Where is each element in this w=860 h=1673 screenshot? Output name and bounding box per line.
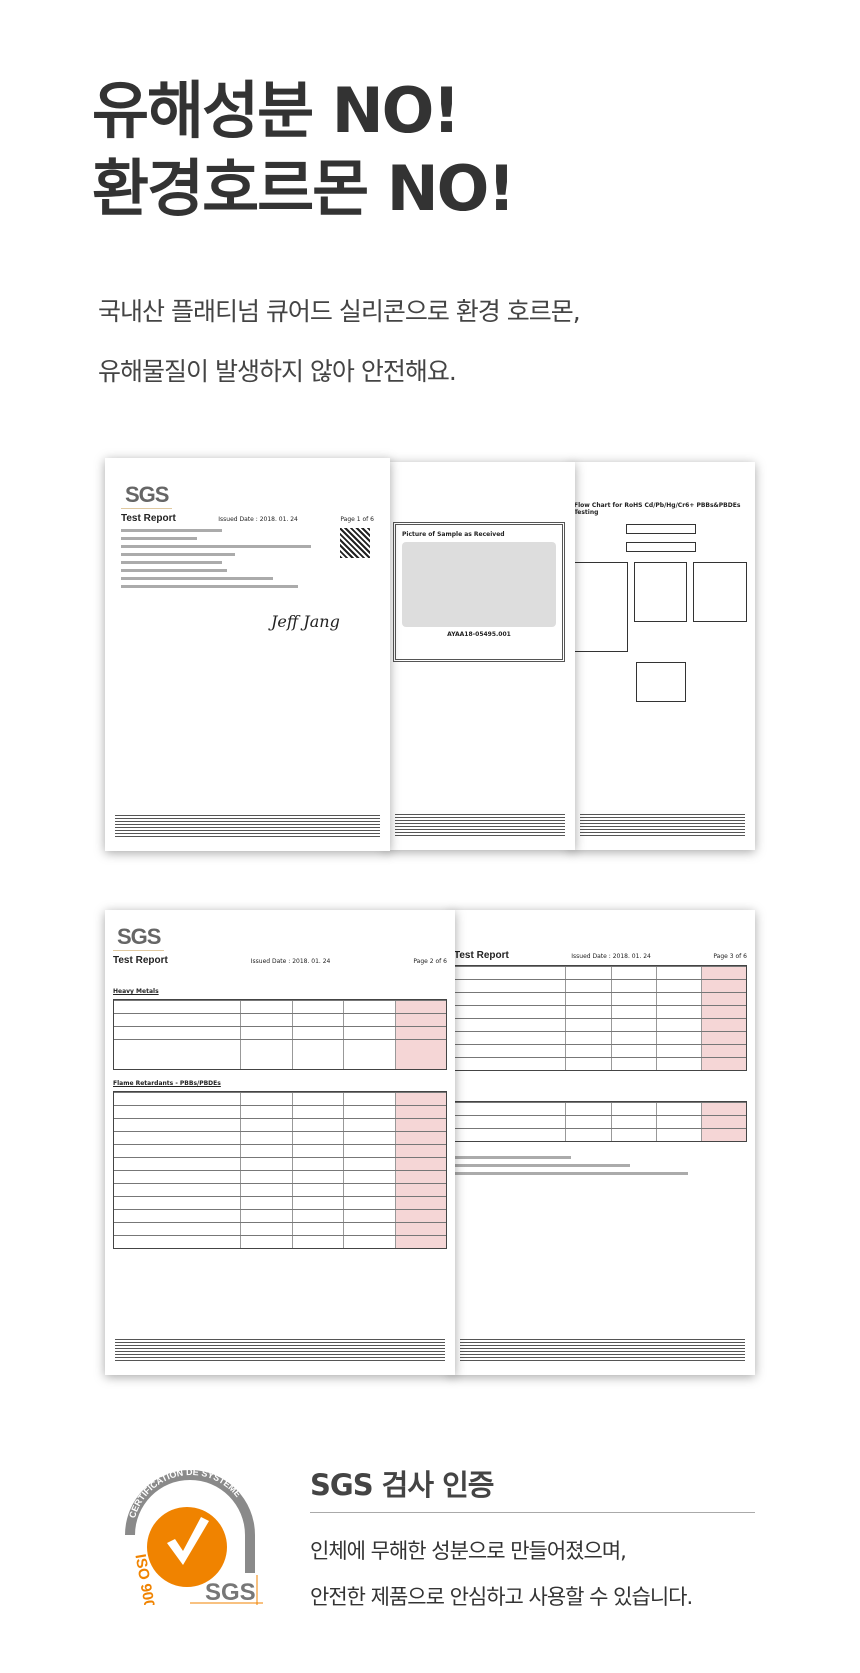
report-page-1: SGS Test Report Issued Date : 2018. 01. … <box>105 458 390 851</box>
divider <box>310 1512 755 1513</box>
sgs-logo: SGS <box>121 482 173 509</box>
issued-date: Issued Date : 2018. 01. 24 <box>250 958 331 965</box>
report-page-flowchart: Flow Chart for RoHS Cd/Pb/Hg/Cr6+ PBBs&P… <box>570 462 755 850</box>
report-title: Test Report <box>121 513 176 524</box>
issued-date: Issued Date : 2018. 01. 24 <box>571 953 651 960</box>
report-page-photo: Picture of Sample as Received AYAA18-054… <box>385 462 575 850</box>
heavy-metals-heading: Heavy Metals <box>113 988 159 995</box>
flow-title: Flow Chart for RoHS Cd/Pb/Hg/Cr6+ PBBs&P… <box>574 502 741 516</box>
sample-id: AYAA18-05495.001 <box>447 631 511 638</box>
certification-heading: SGS 검사 인증 <box>310 1468 494 1502</box>
sgs-logo: SGS <box>113 924 165 951</box>
iso-9001-badge-icon: CERTIFICATION DE SYSTÈME ISO 9001 SGS <box>125 1467 263 1605</box>
svg-text:SGS: SGS <box>205 1579 256 1605</box>
report-page-2: SGS Test Report Issued Date : 2018. 01. … <box>105 910 455 1375</box>
subtitle-line-1: 국내산 플래티넘 큐어드 실리콘으로 환경 호르몬, <box>98 297 581 326</box>
subtitle-line-2: 유해물질이 발생하지 않아 안전해요. <box>98 357 457 386</box>
certification-line-2: 안전한 제품으로 안심하고 사용할 수 있습니다. <box>310 1585 693 1609</box>
page-number: Page 2 of 6 <box>413 958 447 965</box>
flame-retardants-heading: Flame Retardants - PBBs/PBDEs <box>113 1080 221 1087</box>
picture-caption: Picture of Sample as Received <box>402 531 505 538</box>
subtitle: 국내산 플래티넘 큐어드 실리콘으로 환경 호르몬, 유해물질이 발생하지 않아… <box>98 282 581 402</box>
report-page-3: Test Report Issued Date : 2018. 01. 24 P… <box>450 910 755 1375</box>
headline-line-1: 유해성분 NO! <box>92 74 461 147</box>
issued-date: Issued Date : 2018. 01. 24 <box>218 516 298 523</box>
certification-line-1: 인체에 무해한 성분으로 만들어졌으며, <box>310 1539 627 1563</box>
certification-description: 인체에 무해한 성분으로 만들어졌으며, 안전한 제품으로 안심하고 사용할 수… <box>310 1528 693 1620</box>
qr-code <box>340 528 370 558</box>
report-title: Test Report <box>113 955 168 966</box>
page-number: Page 1 of 6 <box>340 516 374 523</box>
headline: 유해성분 NO! 환경호르몬 NO! <box>92 72 516 228</box>
headline-line-2: 환경호르몬 NO! <box>92 152 516 225</box>
page-number: Page 3 of 6 <box>713 953 747 960</box>
report-title: Test Report <box>454 950 509 961</box>
signature: Jeff Jang <box>271 612 340 631</box>
